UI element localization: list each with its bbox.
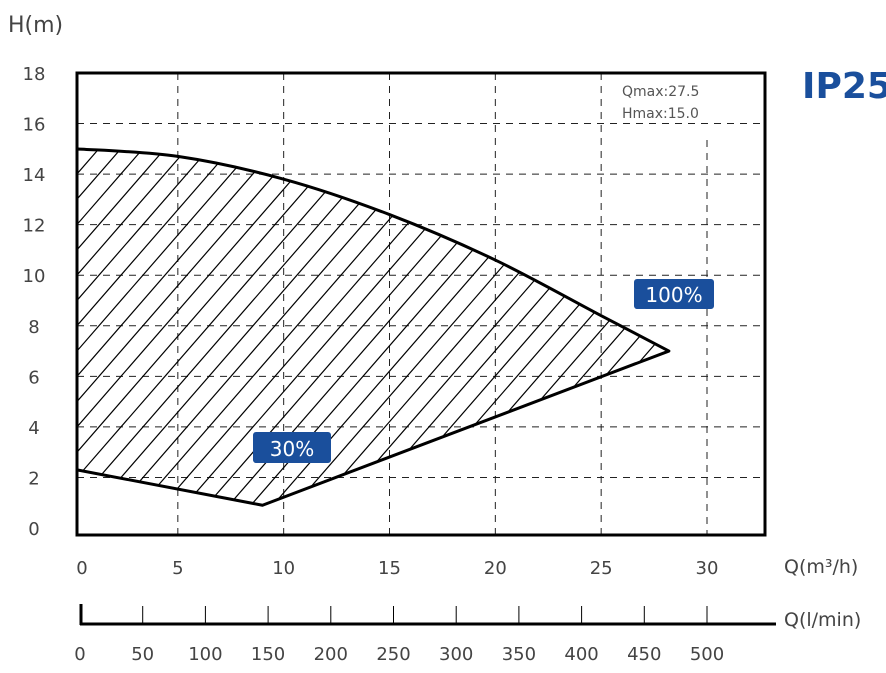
hatch-line — [422, 148, 669, 506]
hatch-line — [77, 148, 296, 506]
x2-tick-label: 500 — [690, 644, 724, 665]
hatch-line — [0, 75, 75, 535]
y-tick-label: 8 — [28, 317, 39, 338]
x2-tick-label: 50 — [131, 644, 154, 665]
hatch-line — [202, 148, 604, 506]
y-tick-label: 6 — [28, 367, 39, 388]
hatch-line — [77, 148, 164, 506]
hatch-line — [180, 148, 582, 506]
annotation-hmax: Hmax:15.0 — [622, 106, 699, 122]
series-label-30: 30% — [270, 437, 314, 461]
y-tick-label: 10 — [23, 266, 46, 287]
hatch-line — [77, 148, 318, 506]
x-tick-label: 5 — [172, 558, 183, 579]
hatch-line — [290, 148, 669, 506]
x-tick-label: 15 — [378, 558, 401, 579]
y-axis-label: H(m) — [8, 13, 63, 38]
hatch-line — [0, 75, 31, 535]
x2-tick-label: 100 — [188, 644, 222, 665]
hatch-line — [268, 148, 669, 506]
label-100: 100% — [634, 279, 714, 309]
hatch-line — [753, 75, 886, 535]
hatch-line — [77, 148, 274, 506]
hatch-line — [841, 75, 886, 535]
hatch-line — [687, 75, 886, 535]
x-tick-label: 30 — [696, 558, 719, 579]
hatch-line — [709, 75, 886, 535]
hatch-line — [0, 75, 53, 535]
x-tick-label: 25 — [590, 558, 613, 579]
x2-axis-label: Q(l/min) — [784, 609, 861, 631]
hatch-line — [77, 148, 252, 506]
x2-tick-label: 450 — [627, 644, 661, 665]
x-axis-label: Q(m³/h) — [784, 556, 858, 578]
annotation-qmax: Qmax:27.5 — [622, 84, 699, 100]
hatch-line — [77, 148, 98, 506]
hatch-line — [576, 148, 669, 506]
hatch-line — [77, 148, 208, 506]
x2-tick-label: 200 — [314, 644, 348, 665]
y-tick-label: 2 — [28, 468, 39, 489]
hatch-line — [0, 75, 9, 535]
x-tick-label: 20 — [484, 558, 507, 579]
hatch-line — [224, 148, 626, 506]
plot-frame — [75, 71, 767, 537]
y-tick-label: 12 — [23, 216, 46, 237]
x-tick-label: 10 — [272, 558, 295, 579]
y-tick-label: 4 — [28, 418, 39, 439]
hatch-line — [92, 148, 494, 506]
series-label-100: 100% — [645, 283, 702, 307]
x2-tick-label: 0 — [74, 644, 85, 665]
operating-area-outline — [75, 147, 671, 507]
hatch-line — [77, 148, 340, 506]
x2-tick-label: 300 — [439, 644, 473, 665]
hatch-line — [77, 148, 406, 506]
hatch-line — [775, 75, 886, 535]
hatch-line — [863, 75, 886, 535]
x-tick-label: 0 — [76, 558, 87, 579]
y-tick-label: 14 — [23, 165, 46, 186]
hatch-line — [136, 148, 538, 506]
hatch-line — [114, 148, 516, 506]
hatch-line — [246, 148, 648, 506]
x2-tick-label: 400 — [564, 644, 598, 665]
y-tick-label: 18 — [23, 64, 46, 85]
x2-tick-label: 250 — [376, 644, 410, 665]
chart-title: IP25 — [802, 66, 886, 107]
hatch-line — [77, 148, 472, 506]
hatch-line — [731, 75, 886, 535]
hatch-line — [819, 75, 886, 535]
hatch-line — [77, 148, 384, 506]
x2-tick-label: 350 — [502, 644, 536, 665]
hatch-line — [554, 148, 669, 506]
x2-tick-label: 150 — [251, 644, 285, 665]
hatch-line — [797, 75, 886, 535]
hatch-line — [77, 148, 230, 506]
label-30: 30% — [253, 432, 331, 463]
hatch-line — [77, 148, 186, 506]
y-tick-label: 16 — [23, 115, 46, 136]
y-tick-label: 0 — [28, 519, 39, 540]
hatch-line — [77, 148, 120, 506]
hatch-line — [77, 148, 142, 506]
hatch-line — [158, 148, 560, 506]
